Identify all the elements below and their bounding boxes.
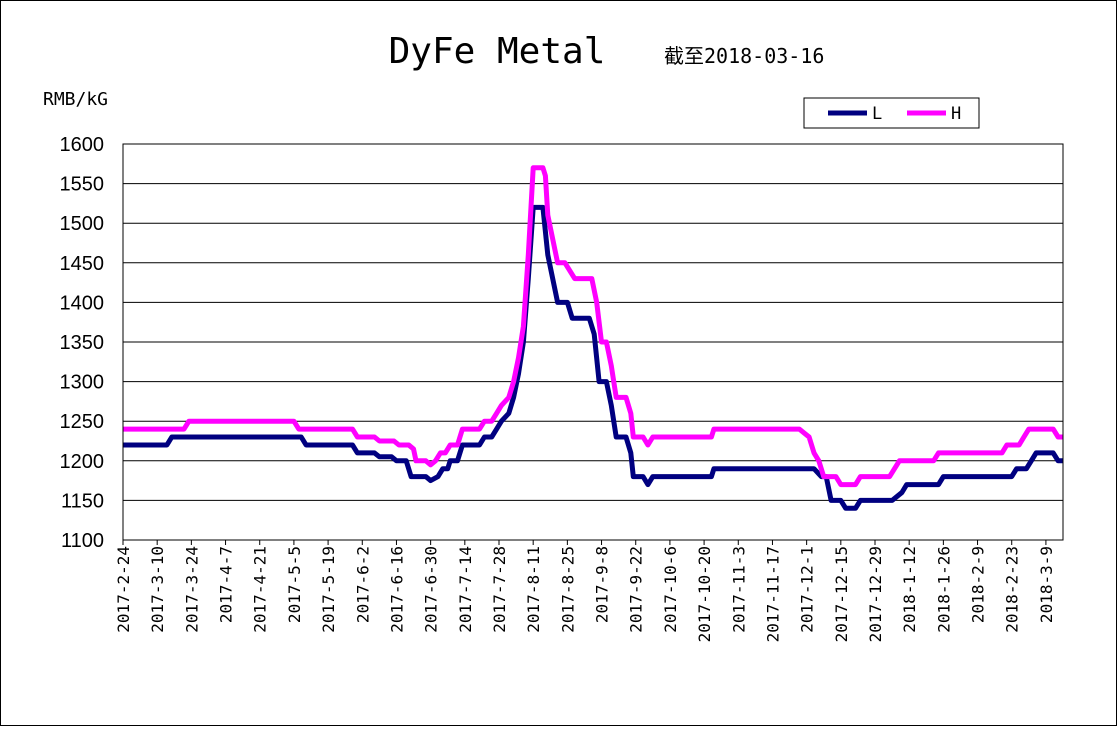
x-tick-label: 2018-1-12 (900, 546, 919, 633)
series-line-l (123, 204, 1063, 511)
x-tick-label: 2017-5-5 (285, 546, 304, 623)
y-tick-label: 1250 (60, 411, 105, 433)
x-tick-label: 2017-7-14 (456, 546, 475, 633)
x-tick-label: 2017-7-28 (490, 546, 509, 633)
chart-subtitle: 截至2018-03-16 (664, 44, 824, 68)
y-tick-label: 1150 (61, 490, 104, 512)
x-tick-label: 2017-8-25 (558, 546, 577, 633)
x-tick-label: 2017-6-2 (353, 546, 372, 623)
x-tick-label: 2018-2-23 (1003, 546, 1022, 633)
x-tick-label: 2017-8-11 (524, 546, 543, 633)
chart-title: DyFe Metal (389, 31, 606, 72)
y-tick-label: 1500 (60, 213, 105, 235)
x-tick-label: 2017-4-7 (217, 546, 236, 623)
x-tick-label: 2017-10-6 (661, 546, 680, 633)
y-tick-label: 1300 (60, 372, 105, 394)
series-layer (123, 165, 1063, 511)
y-axis-label: RMB/kG (43, 89, 108, 110)
y-tick-label: 1350 (60, 332, 105, 354)
legend-label-h: H (951, 104, 961, 124)
x-tick-label: 2017-3-24 (182, 546, 201, 633)
x-tick-label: 2017-4-21 (251, 546, 270, 633)
plot-area-border (122, 143, 1064, 541)
x-tick-label: 2017-11-3 (729, 546, 748, 633)
x-axis-ticks: 2017-2-24 2017-3-10 2017-3-24 2017-4-7 2017-… (114, 540, 1056, 642)
x-tick-label: 2017-3-10 (148, 546, 167, 633)
x-tick-label: 2017-12-15 (832, 546, 851, 642)
x-tick-label: 2018-2-9 (969, 546, 988, 623)
x-tick-label: 2017-10-20 (695, 546, 714, 642)
x-tick-label: 2017-12-29 (866, 546, 885, 642)
y-tick-label: 1600 (60, 134, 105, 156)
x-tick-label: 2017-9-22 (627, 546, 646, 633)
y-tick-label: 1550 (60, 174, 105, 196)
legend-label-l: L (872, 104, 882, 124)
y-tick-label: 1400 (60, 292, 105, 314)
series-line-h (123, 165, 1063, 488)
x-tick-label: 2018-1-26 (934, 546, 953, 633)
x-tick-label: 2017-6-30 (422, 546, 441, 633)
x-tick-label: 2017-11-17 (763, 546, 782, 642)
x-tick-label: 2017-6-16 (387, 546, 406, 633)
legend: L H (803, 97, 980, 129)
x-tick-label: 2017-5-19 (319, 546, 338, 633)
x-tick-label: 2018-3-9 (1037, 546, 1056, 623)
x-tick-label: 2017-9-8 (593, 546, 612, 623)
x-tick-label: 2017-2-24 (114, 546, 133, 633)
y-tick-label: 1450 (60, 253, 105, 275)
y-tick-label: 1200 (60, 451, 105, 473)
y-axis-ticks: 1100 1150 1200 1250 1300 1350 1400 1450 1500 1550… (60, 134, 105, 552)
x-tick-label: 2017-12-1 (798, 546, 817, 633)
y-tick-label: 1100 (61, 530, 104, 552)
